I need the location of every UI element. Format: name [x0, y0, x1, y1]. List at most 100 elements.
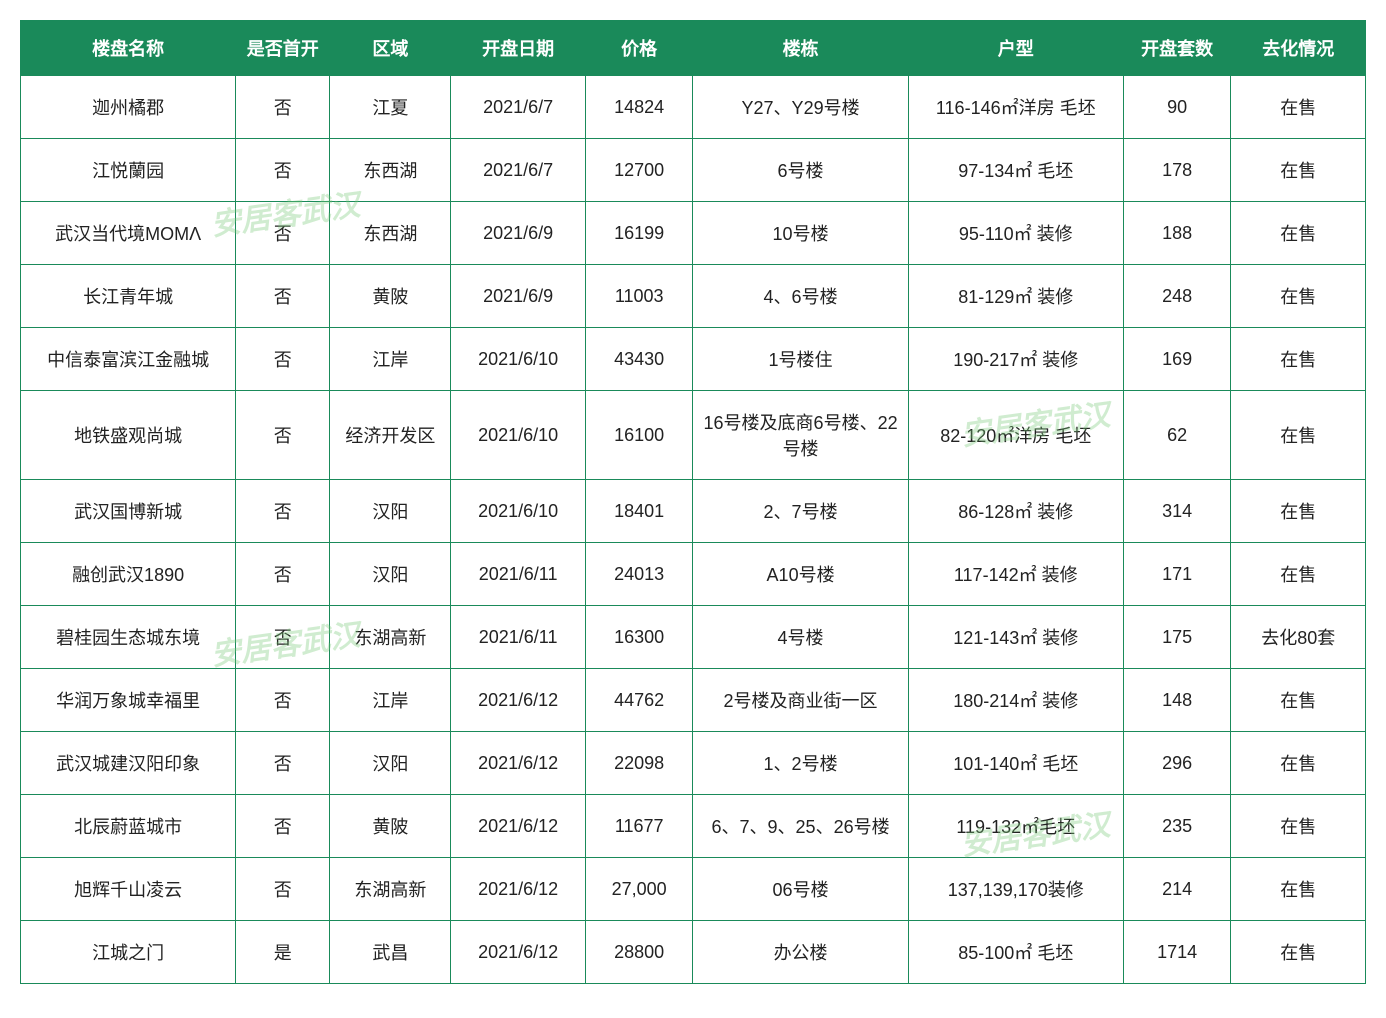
table-header-row: 楼盘名称是否首开区域开盘日期价格楼栋户型开盘套数去化情况 — [21, 21, 1366, 76]
table-cell: 1号楼住 — [693, 328, 908, 391]
table-cell: 否 — [236, 139, 330, 202]
table-cell: 2021/6/9 — [451, 265, 586, 328]
table-cell: 16199 — [585, 202, 693, 265]
table-cell: 办公楼 — [693, 921, 908, 984]
table-cell: 2021/6/7 — [451, 139, 586, 202]
table-cell: 在售 — [1231, 795, 1366, 858]
table-cell: 江悦蘭园 — [21, 139, 236, 202]
table-cell: 97-134㎡ 毛坯 — [908, 139, 1123, 202]
table-cell: 119-132㎡毛坯 — [908, 795, 1123, 858]
table-cell: 汉阳 — [330, 732, 451, 795]
table-cell: 2021/6/12 — [451, 795, 586, 858]
table-cell: 黄陂 — [330, 795, 451, 858]
table-row: 江城之门是武昌2021/6/1228800办公楼85-100㎡ 毛坯1714在售 — [21, 921, 1366, 984]
table-cell: 18401 — [585, 480, 693, 543]
table-cell: 地铁盛观尚城 — [21, 391, 236, 480]
table-cell: 否 — [236, 858, 330, 921]
table-cell: 16300 — [585, 606, 693, 669]
table-cell: 否 — [236, 265, 330, 328]
table-cell: 否 — [236, 543, 330, 606]
table-cell: 2021/6/11 — [451, 606, 586, 669]
table-cell: 116-146㎡洋房 毛坯 — [908, 76, 1123, 139]
table-cell: A10号楼 — [693, 543, 908, 606]
table-cell: 10号楼 — [693, 202, 908, 265]
table-cell: 在售 — [1231, 669, 1366, 732]
table-cell: 否 — [236, 391, 330, 480]
table-row: 武汉城建汉阳印象否汉阳2021/6/12220981、2号楼101-140㎡ 毛… — [21, 732, 1366, 795]
table-cell: 碧桂园生态城东境 — [21, 606, 236, 669]
table-cell: 否 — [236, 795, 330, 858]
table-cell: 在售 — [1231, 202, 1366, 265]
table-cell: 2、7号楼 — [693, 480, 908, 543]
col-header: 楼栋 — [693, 21, 908, 76]
table-cell: 62 — [1123, 391, 1231, 480]
table-cell: 4号楼 — [693, 606, 908, 669]
table-cell: 江岸 — [330, 328, 451, 391]
table-cell: 在售 — [1231, 858, 1366, 921]
table-cell: 在售 — [1231, 76, 1366, 139]
col-header: 去化情况 — [1231, 21, 1366, 76]
table-cell: 汉阳 — [330, 543, 451, 606]
table-row: 武汉当代境MOMΛ否东西湖2021/6/91619910号楼95-110㎡ 装修… — [21, 202, 1366, 265]
table-cell: 北辰蔚蓝城市 — [21, 795, 236, 858]
table-cell: 2021/6/12 — [451, 669, 586, 732]
table-row: 旭辉千山凌云否东湖高新2021/6/1227,00006号楼137,139,17… — [21, 858, 1366, 921]
table-cell: 214 — [1123, 858, 1231, 921]
table-cell: 27,000 — [585, 858, 693, 921]
table-row: 武汉国博新城否汉阳2021/6/10184012、7号楼86-128㎡ 装修31… — [21, 480, 1366, 543]
table-cell: 117-142㎡ 装修 — [908, 543, 1123, 606]
table-cell: Y27、Y29号楼 — [693, 76, 908, 139]
table-cell: 95-110㎡ 装修 — [908, 202, 1123, 265]
table-cell: 2号楼及商业街一区 — [693, 669, 908, 732]
table-row: 迦州橘郡否江夏2021/6/714824Y27、Y29号楼116-146㎡洋房 … — [21, 76, 1366, 139]
col-header: 是否首开 — [236, 21, 330, 76]
table-cell: 296 — [1123, 732, 1231, 795]
table-cell: 24013 — [585, 543, 693, 606]
col-header: 户型 — [908, 21, 1123, 76]
table-cell: 2021/6/12 — [451, 921, 586, 984]
table-cell: 在售 — [1231, 391, 1366, 480]
table-cell: 175 — [1123, 606, 1231, 669]
table-cell: 90 — [1123, 76, 1231, 139]
table-cell: 44762 — [585, 669, 693, 732]
col-header: 开盘日期 — [451, 21, 586, 76]
table-cell: 否 — [236, 732, 330, 795]
table-cell: 2021/6/12 — [451, 732, 586, 795]
table-cell: 在售 — [1231, 732, 1366, 795]
table-cell: 武昌 — [330, 921, 451, 984]
table-cell: 101-140㎡ 毛坯 — [908, 732, 1123, 795]
table-row: 地铁盛观尚城否经济开发区2021/6/101610016号楼及底商6号楼、22号… — [21, 391, 1366, 480]
table-cell: 4、6号楼 — [693, 265, 908, 328]
table-cell: 否 — [236, 76, 330, 139]
table-cell: 中信泰富滨江金融城 — [21, 328, 236, 391]
table-row: 江悦蘭园否东西湖2021/6/7127006号楼97-134㎡ 毛坯178在售 — [21, 139, 1366, 202]
table-row: 中信泰富滨江金融城否江岸2021/6/10434301号楼住190-217㎡ 装… — [21, 328, 1366, 391]
table-cell: 黄陂 — [330, 265, 451, 328]
table-cell: 16号楼及底商6号楼、22号楼 — [693, 391, 908, 480]
table-cell: 121-143㎡ 装修 — [908, 606, 1123, 669]
table-cell: 武汉国博新城 — [21, 480, 236, 543]
table-cell: 是 — [236, 921, 330, 984]
col-header: 楼盘名称 — [21, 21, 236, 76]
table-cell: 1、2号楼 — [693, 732, 908, 795]
table-cell: 经济开发区 — [330, 391, 451, 480]
table-cell: 2021/6/12 — [451, 858, 586, 921]
table-cell: 6、7、9、25、26号楼 — [693, 795, 908, 858]
table-cell: 在售 — [1231, 328, 1366, 391]
table-cell: 2021/6/10 — [451, 328, 586, 391]
table-cell: 2021/6/11 — [451, 543, 586, 606]
table-cell: 江城之门 — [21, 921, 236, 984]
table-cell: 东湖高新 — [330, 858, 451, 921]
table-cell: 6号楼 — [693, 139, 908, 202]
table-cell: 武汉当代境MOMΛ — [21, 202, 236, 265]
property-table: 楼盘名称是否首开区域开盘日期价格楼栋户型开盘套数去化情况迦州橘郡否江夏2021/… — [20, 20, 1366, 984]
table-cell: 81-129㎡ 装修 — [908, 265, 1123, 328]
table-cell: 否 — [236, 202, 330, 265]
table-cell: 190-217㎡ 装修 — [908, 328, 1123, 391]
table-cell: 在售 — [1231, 543, 1366, 606]
table-cell: 迦州橘郡 — [21, 76, 236, 139]
table-cell: 华润万象城幸福里 — [21, 669, 236, 732]
table-row: 长江青年城否黄陂2021/6/9110034、6号楼81-129㎡ 装修248在… — [21, 265, 1366, 328]
table-cell: 2021/6/9 — [451, 202, 586, 265]
table-cell: 武汉城建汉阳印象 — [21, 732, 236, 795]
